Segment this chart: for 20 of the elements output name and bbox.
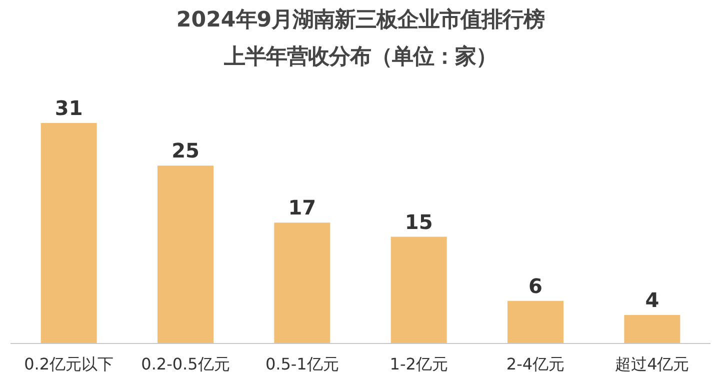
bar bbox=[508, 300, 564, 344]
x-tick-label: 0.5-1亿元 bbox=[265, 354, 339, 374]
data-label: 6 bbox=[528, 274, 542, 298]
chart-title: 2024年9月湖南新三板企业市值排行榜 bbox=[176, 8, 545, 32]
x-tick-label: 超过4亿元 bbox=[615, 354, 690, 374]
bar bbox=[158, 166, 214, 344]
bar bbox=[624, 315, 680, 344]
bar bbox=[40, 123, 97, 344]
x-tick-label: 0.2-0.5亿元 bbox=[141, 354, 230, 374]
x-tick-label: 0.2亿元以下 bbox=[24, 354, 114, 374]
data-label: 31 bbox=[54, 96, 83, 120]
bar bbox=[274, 222, 330, 344]
bar bbox=[390, 236, 447, 344]
x-tick-label: 2-4亿元 bbox=[506, 354, 565, 374]
x-tick-label: 1-2亿元 bbox=[390, 354, 448, 374]
chart-subtitle: 上半年营收分布（单位：家） bbox=[223, 44, 497, 70]
data-label: 17 bbox=[288, 196, 316, 220]
data-label: 15 bbox=[404, 210, 433, 234]
data-label: 4 bbox=[645, 288, 660, 312]
data-label: 25 bbox=[172, 138, 200, 163]
